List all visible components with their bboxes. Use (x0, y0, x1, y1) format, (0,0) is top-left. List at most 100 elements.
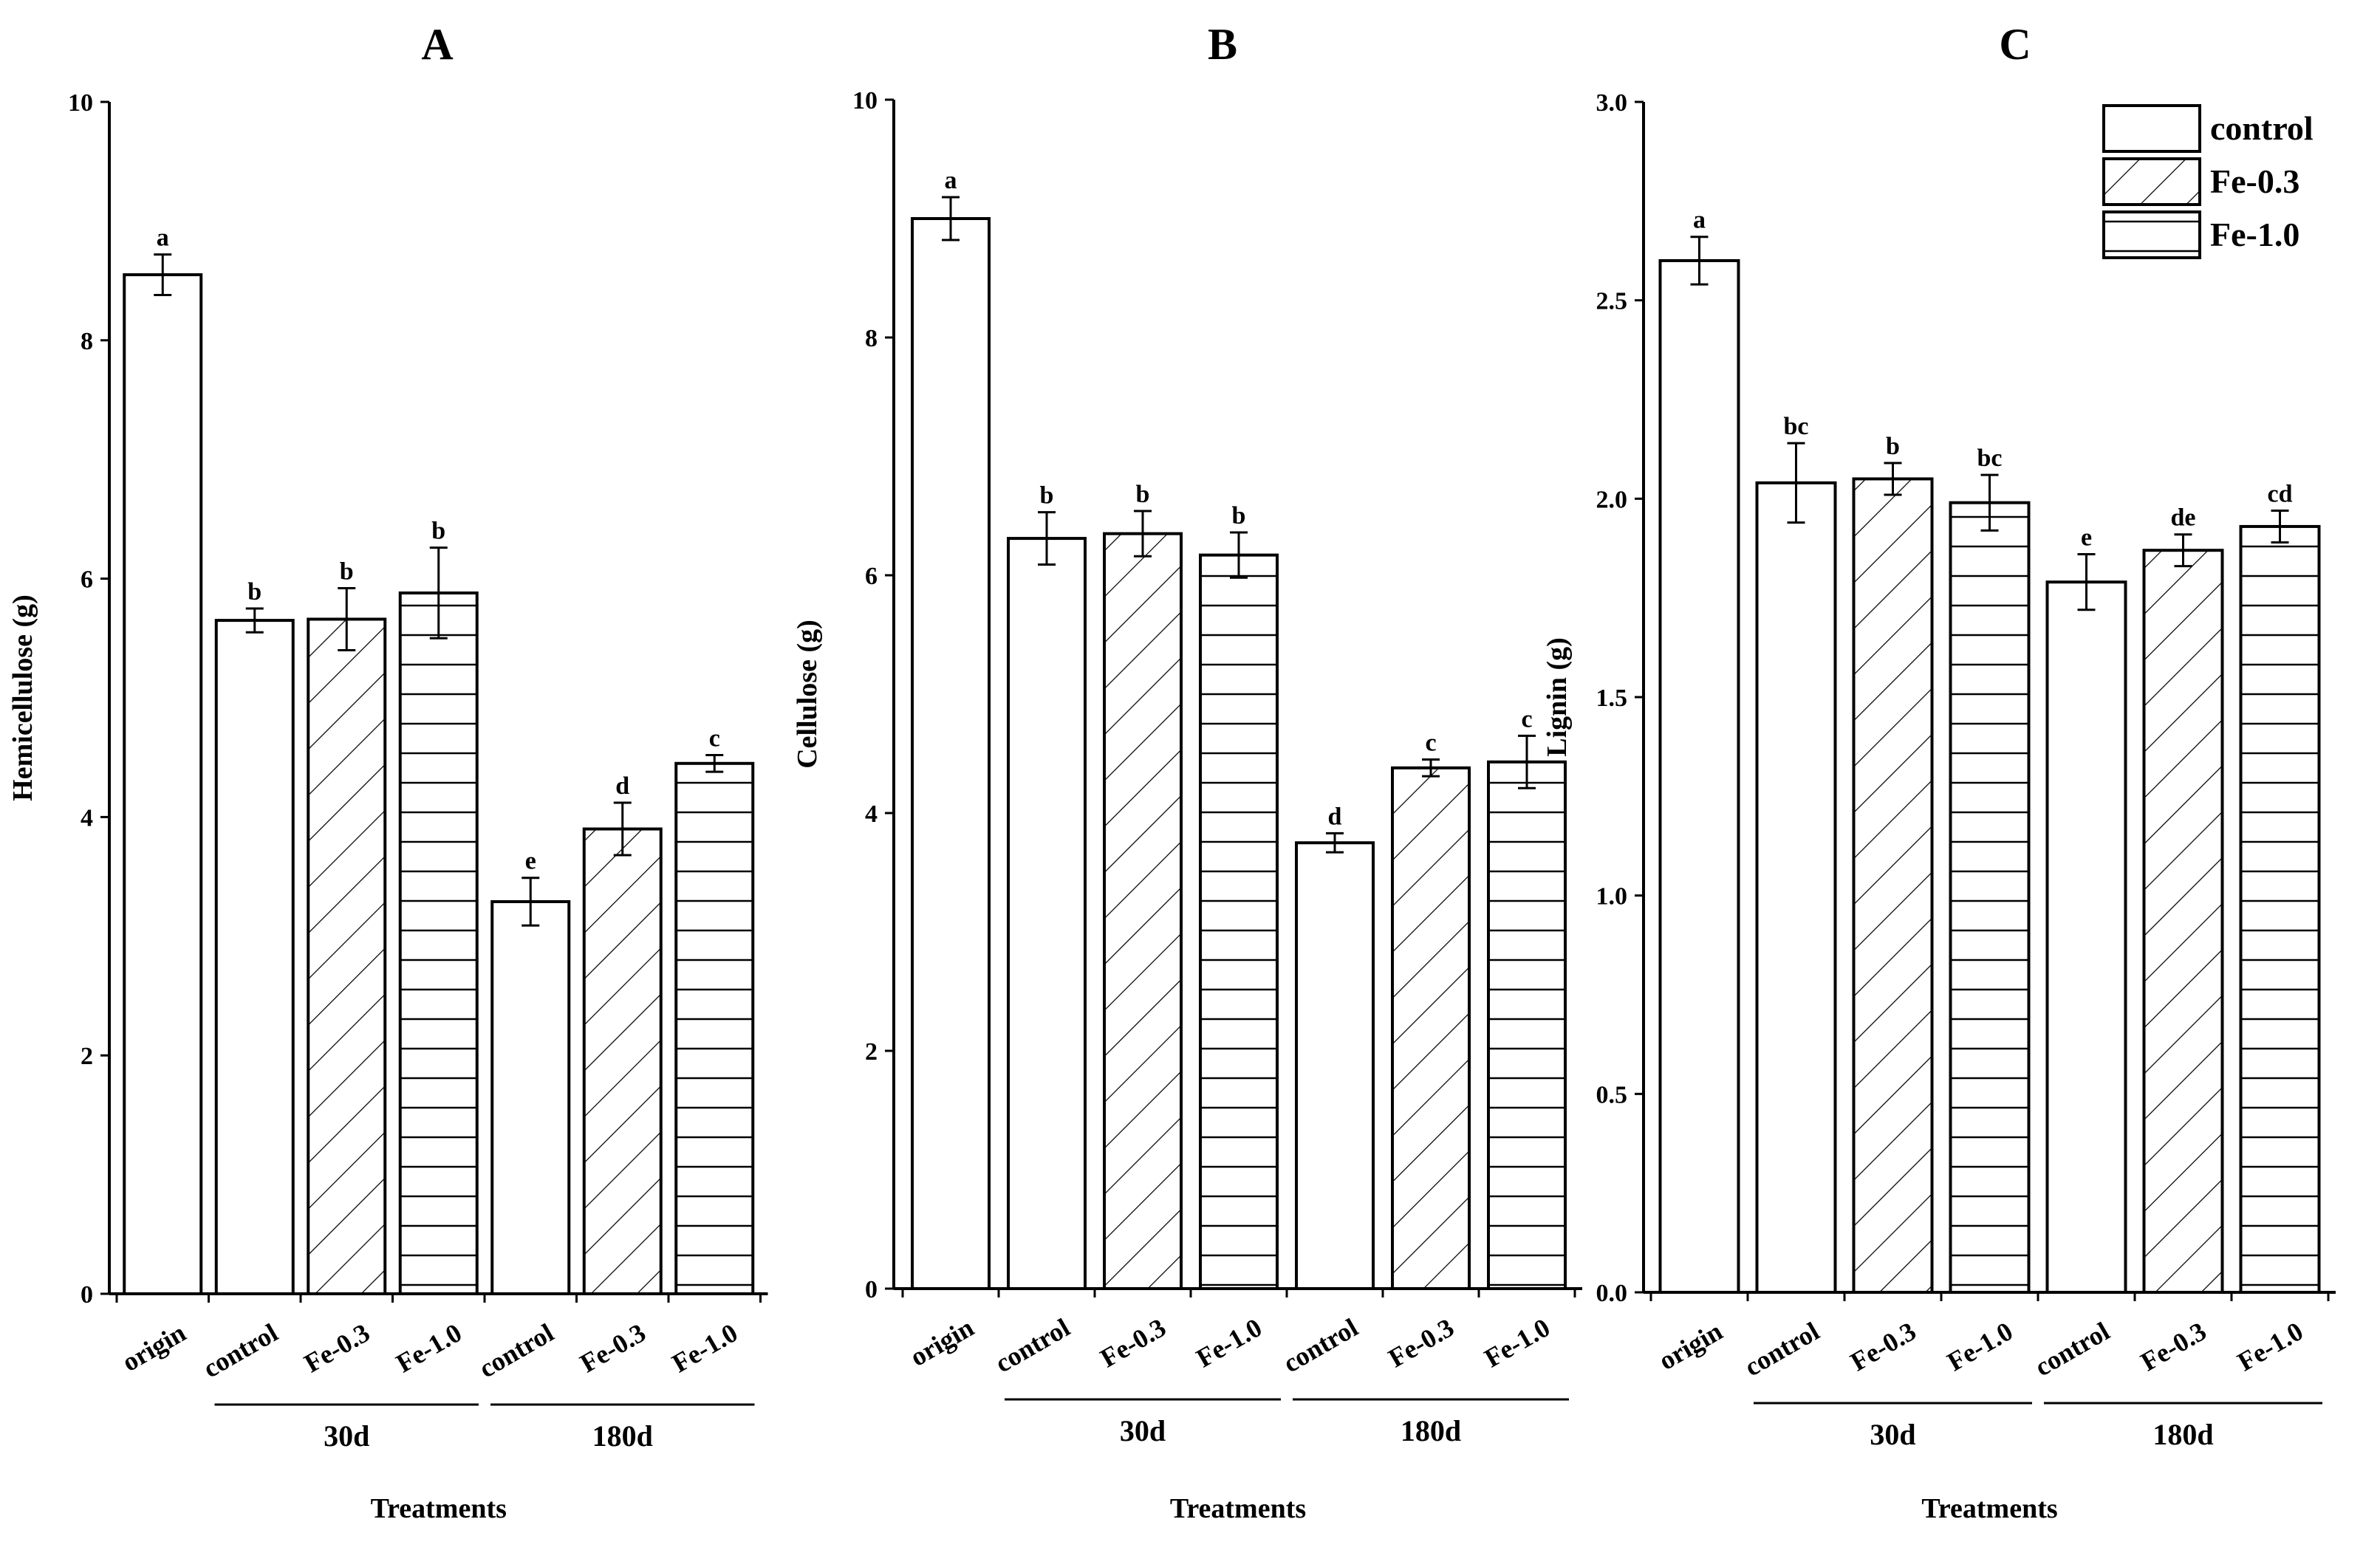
bar-fe-10-fe-10 (1487, 760, 1567, 1290)
legend-swatch-control (2102, 104, 2201, 153)
bar-control-origin (123, 273, 203, 1295)
group-label: 30d (1120, 1414, 1166, 1447)
y-axis-title: Hemicellulose (g) (7, 594, 38, 801)
y-tick-label: 2.0 (1596, 486, 1628, 513)
significance-letter: c (1425, 730, 1436, 757)
legend-label: control (2210, 109, 2314, 147)
bar-fe-03-fe-03 (1391, 766, 1471, 1290)
significance-letter: bc (1784, 413, 1809, 440)
significance-letter: b (1232, 502, 1246, 529)
bar-fe-03-fe-03 (2142, 549, 2224, 1294)
y-tick-label: 0 (81, 1281, 93, 1309)
x-category-label: control (474, 1317, 559, 1383)
y-tick-label: 2 (81, 1043, 93, 1070)
x-category-label: Fe-0.3 (1095, 1312, 1171, 1373)
y-tick-label: 1.5 (1596, 685, 1628, 712)
y-tick-label: 4 (81, 804, 93, 832)
significance-letter: de (2171, 504, 2196, 532)
bar-fe-10-fe-10 (2239, 524, 2321, 1294)
x-category-label: Fe-1.0 (667, 1317, 742, 1378)
x-axis-title: Treatments (371, 1493, 507, 1524)
group-label: 180d (1401, 1414, 1461, 1447)
y-tick-label: 8 (81, 328, 93, 355)
bar-fe-10-fe-10 (1199, 553, 1279, 1290)
y-tick-label: 0 (865, 1276, 878, 1303)
bar-control-control (2045, 580, 2127, 1294)
x-category-label: Fe-1.0 (1480, 1312, 1555, 1373)
significance-letter: a (157, 224, 169, 252)
significance-letter: e (2081, 524, 2092, 552)
x-category-label: Fe-1.0 (1942, 1316, 2017, 1377)
significance-letter: b (247, 578, 261, 606)
x-axis-title: Treatments (1921, 1493, 2057, 1524)
group-label: 30d (324, 1419, 369, 1453)
group-label: 180d (2152, 1418, 2213, 1451)
y-tick-label: 0.0 (1596, 1280, 1628, 1307)
panel-letter: C (1999, 20, 2031, 69)
y-axis-title: Lignin (g) (1542, 637, 1573, 757)
y-tick-label: 8 (865, 325, 878, 352)
bar-fe-03-fe-03 (307, 617, 387, 1295)
y-tick-label: 1.0 (1596, 883, 1628, 911)
y-tick-label: 2 (865, 1038, 878, 1066)
x-category-label: origin (117, 1317, 191, 1377)
bar-fe-03-fe-03 (1852, 477, 1934, 1294)
x-category-label: origin (905, 1312, 979, 1372)
x-category-label: control (990, 1312, 1075, 1378)
bar-control-control (214, 619, 295, 1295)
y-tick-label: 4 (865, 801, 878, 828)
significance-letter: d (615, 772, 629, 800)
significance-letter: cd (2268, 480, 2293, 507)
significance-letter: a (1693, 207, 1706, 234)
x-category-label: control (1278, 1312, 1363, 1378)
significance-letter: b (1886, 433, 1900, 460)
bar-control-control (1755, 481, 1837, 1295)
bar-fe-10-fe-10 (674, 761, 755, 1295)
panel-B: B 0 2 4 6 8 10 Cellulose (g) a origin b control b Fe-… (792, 20, 1582, 1524)
significance-letter: c (709, 724, 720, 752)
x-category-label: control (1740, 1316, 1825, 1382)
significance-letter: b (340, 558, 354, 586)
significance-letter: b (1040, 482, 1054, 510)
legend-label: Fe-0.3 (2210, 162, 2299, 200)
significance-letter: bc (1977, 445, 2003, 472)
x-category-label: Fe-0.3 (575, 1317, 651, 1378)
x-category-label: control (198, 1317, 283, 1383)
x-category-label: Fe-0.3 (2135, 1316, 2211, 1377)
x-category-label: Fe-0.3 (1384, 1312, 1459, 1373)
x-axis-title: Treatments (1170, 1493, 1306, 1524)
significance-letter: a (945, 167, 957, 194)
bar-fe-10-fe-10 (1949, 501, 2031, 1294)
legend: control Fe-0.3 Fe-1.0 (2102, 104, 2314, 259)
legend-swatch-fe-03 (2102, 157, 2201, 206)
y-tick-label: 2.5 (1596, 288, 1628, 315)
group-label: 30d (1870, 1418, 1915, 1451)
bar-control-control (1295, 841, 1375, 1290)
bar-fe-03-fe-03 (1103, 532, 1183, 1290)
significance-letter: c (1521, 705, 1532, 733)
y-tick-label: 10 (68, 89, 93, 117)
x-category-label: origin (1654, 1316, 1728, 1376)
bar-control-control (490, 899, 571, 1295)
significance-letter: b (1136, 481, 1150, 508)
bar-control-origin (911, 217, 991, 1290)
significance-letter: b (431, 518, 445, 545)
significance-letter: e (525, 848, 536, 875)
bar-control-control (1007, 537, 1087, 1290)
y-tick-label: 6 (865, 563, 878, 590)
panel-letter: B (1208, 20, 1237, 69)
bar-control-origin (1658, 258, 1740, 1294)
y-tick-label: 0.5 (1596, 1081, 1628, 1108)
x-category-label: Fe-1.0 (2232, 1316, 2308, 1377)
x-category-label: Fe-1.0 (1191, 1312, 1267, 1373)
y-tick-label: 6 (81, 566, 93, 594)
y-tick-label: 10 (852, 87, 878, 114)
y-axis-title: Cellulose (g) (792, 620, 823, 769)
x-category-label: control (2030, 1316, 2115, 1382)
bar-fe-10-fe-10 (398, 591, 479, 1295)
y-tick-label: 3.0 (1596, 89, 1628, 117)
panel-A: A 0 2 4 6 8 10 Hemicellulose (g) a origin b control… (7, 20, 768, 1524)
panel-C: C 0.0 0.5 1.0 1.5 2.0 2.5 3.0 Lignin (g) a origin b… (1542, 20, 2336, 1524)
bar-fe-03-fe-03 (582, 827, 663, 1296)
